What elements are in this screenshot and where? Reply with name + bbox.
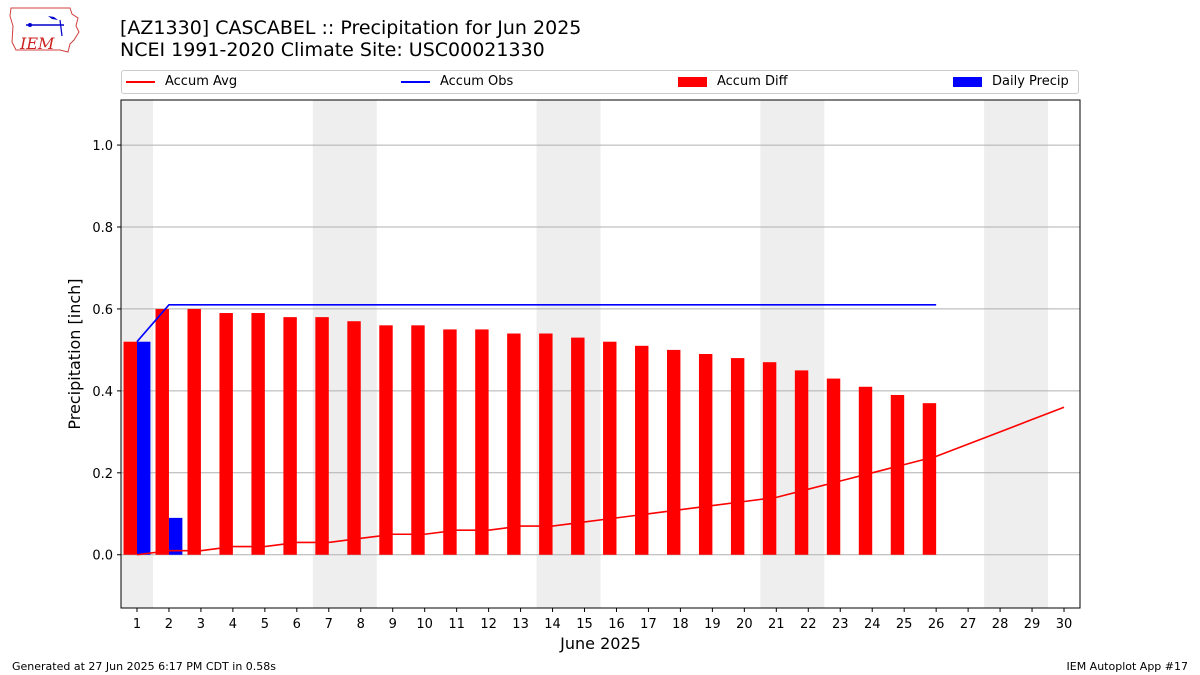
x-tick-label-9: 9 — [389, 617, 397, 632]
iowa-outline-shape — [9, 7, 80, 53]
x-tick-label-25: 25 — [896, 617, 913, 632]
legend-swatch-accum-obs — [401, 80, 430, 83]
legend-item-accum-diff: Accum Diff — [678, 74, 788, 89]
plot-frame — [120, 99, 1081, 609]
lines-group — [136, 304, 1065, 556]
bar-accum-diff-14 — [539, 333, 553, 555]
legend-item-accum-avg: Accum Avg — [126, 74, 237, 89]
bar-accum-diff-7 — [315, 317, 329, 555]
bar-accum-diff-19 — [698, 354, 713, 555]
line-accum-avg — [136, 406, 1065, 556]
bar-accum-diff-6 — [283, 317, 297, 555]
bar-accum-diff-24 — [858, 386, 873, 555]
x-tick-label-1: 1 — [133, 617, 141, 632]
weekend-shade-4 — [984, 100, 1049, 608]
logo-bird-shape — [48, 16, 58, 20]
x-tick-label-22: 22 — [800, 617, 817, 632]
bar-accum-diff-22 — [794, 370, 809, 555]
y-axis-ticks: 0.0 0.2 0.4 0.6 0.8 1.0 — [92, 139, 121, 564]
bar-accum-diff-13 — [507, 333, 521, 555]
bar-accum-diff-4 — [219, 313, 233, 555]
x-tick-label-29: 29 — [1024, 617, 1041, 632]
x-tick-label-13: 13 — [512, 617, 529, 632]
y-tick-label-1: 0.2 — [92, 467, 113, 482]
y-tick-label-2: 0.4 — [92, 385, 113, 400]
x-tick-label-26: 26 — [928, 617, 945, 632]
x-tick-label-2: 2 — [165, 617, 173, 632]
x-tick-label-20: 20 — [736, 617, 753, 632]
bar-accum-diff-21 — [762, 362, 777, 555]
logo-dot — [28, 23, 32, 27]
y-axis-label: Precipitation [inch] — [65, 278, 84, 429]
legend-label-accum-avg: Accum Avg — [165, 74, 238, 89]
legend-label-daily-precip: Daily Precip — [992, 74, 1069, 89]
x-tick-label-4: 4 — [229, 617, 237, 632]
bar-accum-diff-15 — [571, 337, 585, 555]
x-tick-label-30: 30 — [1056, 617, 1073, 632]
bar-daily-precip-1 — [136, 341, 151, 555]
y-tick-label-0: 0.0 — [92, 549, 113, 564]
chart-title: [AZ1330] CASCABEL :: Precipitation for J… — [120, 17, 582, 39]
bar-daily-precip-2 — [168, 517, 183, 555]
x-tick-label-23: 23 — [832, 617, 849, 632]
bar-accum-diff-9 — [379, 325, 393, 555]
logo-road-line-2 — [59, 19, 63, 37]
bar-accum-diff-25 — [890, 394, 905, 555]
x-tick-label-5: 5 — [261, 617, 269, 632]
footer-app-text: IEM Autoplot App #17 — [1066, 660, 1189, 673]
grid-group — [121, 144, 1080, 556]
chart-legend: Accum Avg Accum Obs Accum Diff Daily Pre… — [121, 70, 1079, 94]
x-axis-ticks: 1 2 3 4 5 6 7 8 9 10 11 12 13 14 15 16 17 18 19 20 21 22 23 24 2… — [133, 608, 1072, 632]
x-tick-label-18: 18 — [672, 617, 689, 632]
bar-accum-diff-23 — [826, 378, 841, 555]
legend-label-accum-diff: Accum Diff — [717, 74, 788, 89]
x-tick-label-10: 10 — [416, 617, 433, 632]
bars-group — [123, 308, 937, 555]
footer-generated-text: Generated at 27 Jun 2025 6:17 PM CDT in … — [12, 660, 277, 673]
x-tick-label-17: 17 — [640, 617, 657, 632]
legend-item-accum-obs: Accum Obs — [401, 74, 513, 89]
bar-accum-diff-20 — [730, 358, 745, 555]
x-tick-label-14: 14 — [544, 617, 561, 632]
x-tick-label-8: 8 — [357, 617, 365, 632]
iem-logo: IEM — [9, 7, 80, 53]
y-tick-label-5: 1.0 — [92, 139, 113, 154]
chart-subtitle: NCEI 1991-2020 Climate Site: USC00021330 — [120, 39, 545, 61]
bar-accum-diff-5 — [251, 313, 265, 555]
y-tick-label-4: 0.8 — [92, 221, 113, 236]
line-accum-obs — [136, 304, 937, 343]
bar-accum-diff-1 — [123, 341, 137, 555]
x-tick-label-24: 24 — [864, 617, 881, 632]
legend-swatch-daily-precip — [953, 76, 982, 87]
x-axis-label: June 2025 — [559, 634, 641, 653]
bar-accum-diff-16 — [603, 341, 617, 555]
bar-accum-diff-12 — [475, 329, 489, 555]
bar-accum-diff-18 — [666, 349, 681, 555]
y-tick-label-3: 0.6 — [92, 303, 113, 318]
bar-accum-diff-8 — [347, 321, 361, 555]
x-tick-label-19: 19 — [704, 617, 721, 632]
x-tick-label-27: 27 — [960, 617, 977, 632]
x-tick-label-15: 15 — [576, 617, 593, 632]
x-tick-label-12: 12 — [480, 617, 497, 632]
legend-swatch-accum-avg — [126, 80, 155, 83]
x-tick-label-11: 11 — [448, 617, 465, 632]
bar-accum-diff-11 — [443, 329, 457, 555]
logo-text: IEM — [19, 34, 55, 53]
bar-accum-diff-17 — [635, 345, 649, 555]
x-tick-label-21: 21 — [768, 617, 785, 632]
bar-accum-diff-2 — [155, 308, 169, 555]
legend-label-accum-obs: Accum Obs — [440, 74, 514, 89]
x-tick-label-3: 3 — [197, 617, 205, 632]
x-tick-label-28: 28 — [992, 617, 1009, 632]
x-tick-label-6: 6 — [293, 617, 301, 632]
bar-accum-diff-3 — [187, 308, 201, 555]
x-tick-label-16: 16 — [608, 617, 625, 632]
bar-accum-diff-26 — [922, 403, 937, 555]
x-tick-label-7: 7 — [325, 617, 333, 632]
legend-item-daily-precip: Daily Precip — [953, 74, 1069, 89]
legend-swatch-accum-diff — [678, 76, 707, 87]
bar-accum-diff-10 — [411, 325, 425, 555]
